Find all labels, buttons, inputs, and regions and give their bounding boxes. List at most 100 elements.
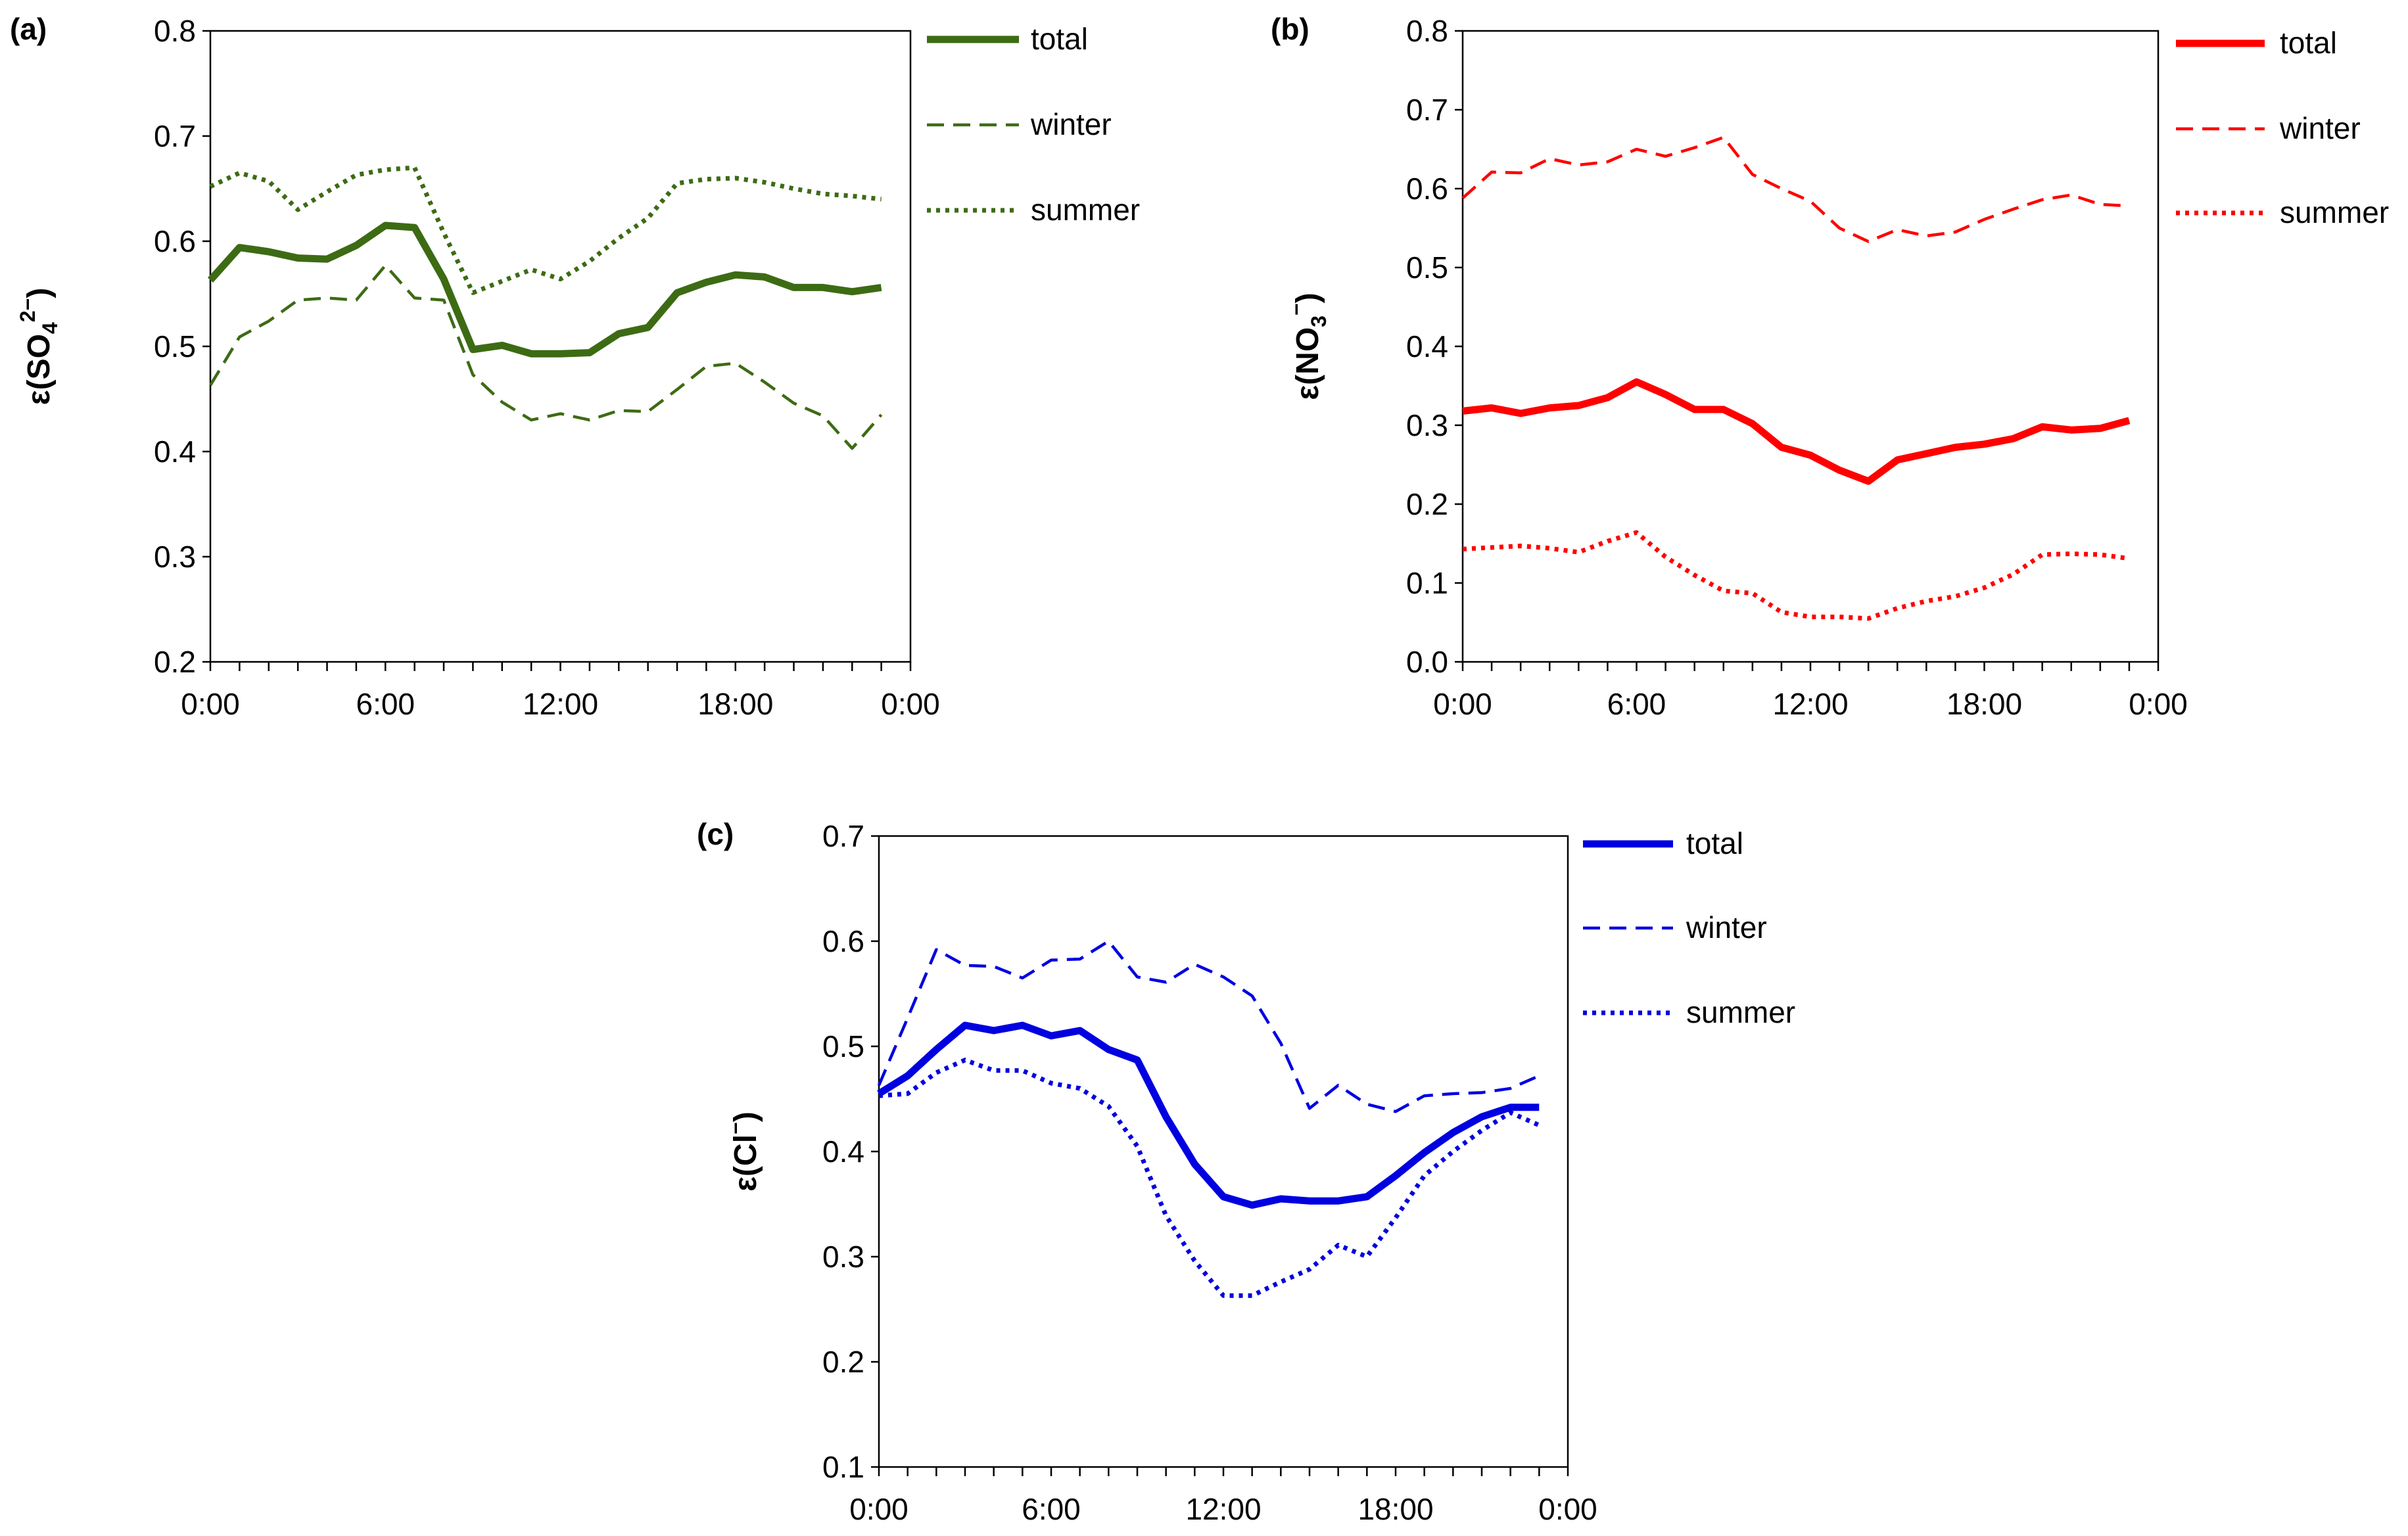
data-point-total xyxy=(735,274,736,275)
data-point-winter xyxy=(1079,958,1081,960)
y-tick-label: 0.7 xyxy=(154,119,196,153)
series-line-winter xyxy=(209,264,883,450)
data-point-winter xyxy=(964,965,966,966)
data-point-summer xyxy=(878,1095,880,1096)
data-point-total xyxy=(1137,1059,1138,1061)
data-point-winter xyxy=(1607,161,1608,162)
data-point-summer xyxy=(2100,554,2101,555)
data-point-winter xyxy=(1549,158,1550,159)
data-point-winter xyxy=(1194,964,1195,965)
data-point-total xyxy=(964,1025,966,1026)
data-point-total xyxy=(1636,381,1638,383)
data-point-total xyxy=(1520,413,1521,414)
data-point-total xyxy=(385,225,386,226)
data-point-winter xyxy=(1366,1104,1367,1105)
data-point-summer xyxy=(881,198,882,200)
data-point-winter xyxy=(1810,200,1811,202)
data-point-winter xyxy=(1752,174,1753,175)
data-point-summer xyxy=(589,260,590,262)
data-point-winter xyxy=(1309,1107,1310,1109)
data-point-total xyxy=(1954,447,1956,448)
data-point-winter xyxy=(1252,995,1253,996)
data-point-winter xyxy=(648,411,649,412)
data-point-summer xyxy=(414,167,415,168)
data-point-summer xyxy=(1520,546,1521,547)
data-point-summer xyxy=(1810,617,1811,618)
data-point-summer xyxy=(356,174,357,175)
y-axis-label-sup: − xyxy=(1285,303,1308,315)
data-point-summer xyxy=(2129,558,2130,559)
data-point-total xyxy=(210,279,211,281)
data-point-winter xyxy=(327,297,328,298)
y-tick-label: 0.5 xyxy=(154,329,196,363)
data-point-winter xyxy=(881,414,882,415)
data-point-total xyxy=(1694,409,1695,410)
data-point-total xyxy=(531,353,532,354)
data-point-winter xyxy=(993,966,995,967)
data-point-winter xyxy=(1338,1084,1339,1086)
data-point-total xyxy=(1252,1205,1253,1206)
y-tick-label: 0.0 xyxy=(1406,645,1448,679)
data-point-total xyxy=(239,247,240,248)
data-point-summer xyxy=(705,179,707,180)
data-point-total xyxy=(502,344,503,346)
data-point-winter xyxy=(851,448,853,449)
data-point-winter xyxy=(1839,227,1840,229)
data-point-total xyxy=(1491,407,1492,409)
y-axis-label-sup: − xyxy=(724,1122,747,1134)
data-point-summer xyxy=(851,195,853,197)
data-point-summer xyxy=(327,191,328,193)
data-point-winter xyxy=(1137,976,1138,977)
data-point-total xyxy=(1868,480,1869,482)
series-line-total xyxy=(877,1021,1540,1209)
panel-label: (c) xyxy=(697,817,734,851)
data-point-total xyxy=(1079,1030,1081,1031)
data-point-winter xyxy=(560,413,561,414)
data-point-total xyxy=(1280,1198,1281,1199)
data-point-winter xyxy=(1051,960,1052,961)
data-point-summer xyxy=(1481,1130,1482,1131)
data-point-summer xyxy=(676,183,678,184)
x-tick-label: 12:00 xyxy=(1185,1492,1261,1526)
data-point-summer xyxy=(1491,547,1492,548)
data-point-summer xyxy=(618,237,619,239)
data-point-total xyxy=(1462,410,1463,411)
data-point-total xyxy=(1424,1152,1425,1153)
y-tick-label: 0.7 xyxy=(822,819,864,853)
y-axis-label-close: ) xyxy=(728,1111,763,1122)
data-point-winter xyxy=(935,949,937,950)
data-point-winter xyxy=(1395,1111,1396,1112)
data-point-total xyxy=(1752,423,1753,425)
data-point-summer xyxy=(764,181,765,183)
data-point-summer xyxy=(935,1072,937,1073)
data-point-total xyxy=(1022,1025,1023,1026)
data-point-total xyxy=(793,287,795,288)
data-point-summer xyxy=(1984,587,1985,588)
data-point-summer xyxy=(1510,1112,1511,1113)
x-tick-label: 0:00 xyxy=(181,687,240,721)
y-tick-label: 0.3 xyxy=(822,1240,864,1274)
data-point-total xyxy=(297,258,298,259)
data-point-total xyxy=(1194,1163,1195,1165)
legend-label-summer: summer xyxy=(1031,193,1140,227)
data-point-total xyxy=(443,279,444,280)
data-point-winter xyxy=(297,300,298,301)
data-point-winter xyxy=(1665,156,1666,157)
data-point-winter xyxy=(1452,1093,1453,1094)
data-point-winter xyxy=(1491,172,1492,173)
data-point-winter xyxy=(735,363,736,364)
legend-label-summer: summer xyxy=(1686,995,1795,1029)
data-point-winter xyxy=(1280,1042,1281,1044)
y-axis-label-main: ε(Cl xyxy=(728,1134,763,1192)
data-point-total xyxy=(705,281,707,283)
data-point-summer xyxy=(1636,532,1638,533)
series-line-total xyxy=(207,221,882,358)
data-point-winter xyxy=(705,365,707,367)
data-point-winter xyxy=(589,419,590,421)
data-point-total xyxy=(1338,1200,1339,1201)
data-point-summer xyxy=(1538,1125,1540,1126)
data-point-winter xyxy=(1925,235,1927,237)
data-point-winter xyxy=(1108,941,1109,942)
legend-label-total: total xyxy=(1031,22,1088,56)
data-point-summer xyxy=(1338,1244,1339,1245)
